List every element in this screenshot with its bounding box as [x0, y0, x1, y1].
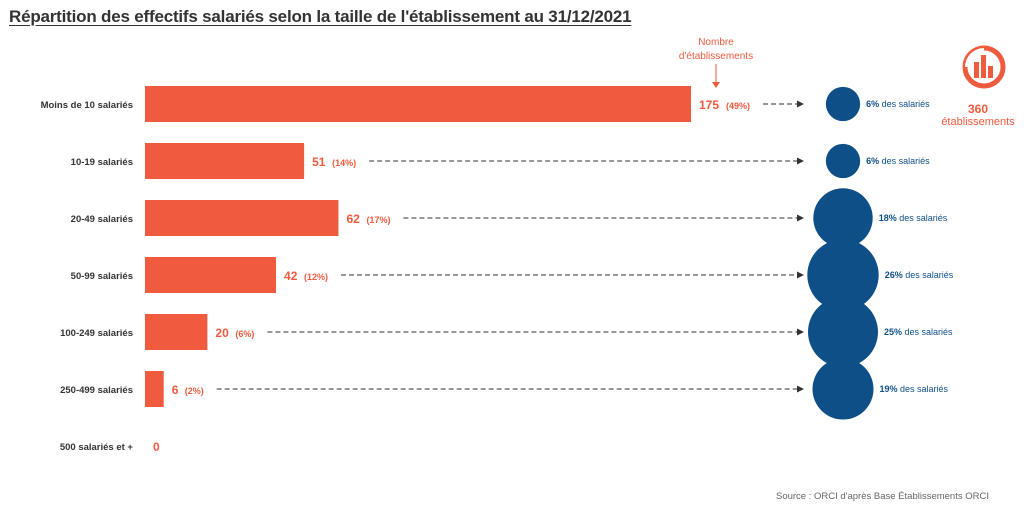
bar	[145, 200, 339, 236]
bar-value-label: 175	[699, 98, 719, 112]
employee-share-label: 6% des salariés	[866, 99, 930, 109]
bar-percent-label: (14%)	[332, 158, 356, 168]
employee-share-bubble	[825, 86, 861, 122]
category-label: 20-49 salariés	[71, 214, 133, 225]
category-label: 10-19 salariés	[71, 157, 133, 168]
annotation-arrow-head	[712, 82, 720, 88]
bar-value-label: 51	[312, 155, 326, 169]
total-box: 360 établissements	[935, 46, 1021, 128]
category-label: 250-499 salariés	[60, 385, 133, 396]
employee-share-label: 6% des salariés	[866, 156, 930, 166]
bar-value-label: 42	[284, 269, 298, 283]
category-label: 50-99 salariés	[71, 271, 133, 282]
bar-percent-label: (2%)	[185, 386, 204, 396]
bar-percent-label: (49%)	[726, 101, 750, 111]
category-label: 100-249 salariés	[60, 328, 133, 339]
bar	[145, 86, 691, 122]
employee-share-bubble	[813, 188, 873, 248]
annotation-line2: d'établissements	[679, 51, 753, 62]
total-label: établissements	[941, 116, 1015, 128]
employee-share-label: 26% des salariés	[885, 270, 954, 280]
annotation-line1: Nombre	[698, 37, 734, 48]
bar-percent-label: (6%)	[235, 329, 254, 339]
bar-percent-label: (17%)	[366, 215, 390, 225]
employee-share-label: 19% des salariés	[880, 384, 949, 394]
source-note: Source : ORCI d'après Base Établissement…	[775, 491, 989, 502]
bar-percent-label: (12%)	[304, 272, 328, 282]
total-value: 360	[967, 102, 989, 116]
employee-share-bubble	[808, 297, 878, 367]
category-label: 500 salariés et +	[60, 442, 134, 453]
bar-value-label: 6	[172, 383, 179, 397]
bar	[145, 371, 164, 407]
employee-share-bubble	[825, 143, 861, 179]
employee-share-label: 25% des salariés	[884, 327, 953, 337]
bar-value-label: 62	[346, 212, 360, 226]
employee-share-bubble	[807, 239, 879, 311]
employee-share-bubble	[812, 358, 874, 420]
bar-value-label: 0	[153, 440, 160, 454]
bar	[145, 257, 277, 293]
chart-logo-icon	[962, 45, 1006, 89]
employee-share-label: 18% des salariés	[879, 213, 948, 223]
bar	[145, 143, 305, 179]
chart-title: Répartition des effectifs salariés selon…	[9, 7, 632, 26]
bar	[145, 314, 208, 350]
category-label: Moins de 10 salariés	[41, 100, 133, 111]
bar-value-label: 20	[215, 326, 229, 340]
